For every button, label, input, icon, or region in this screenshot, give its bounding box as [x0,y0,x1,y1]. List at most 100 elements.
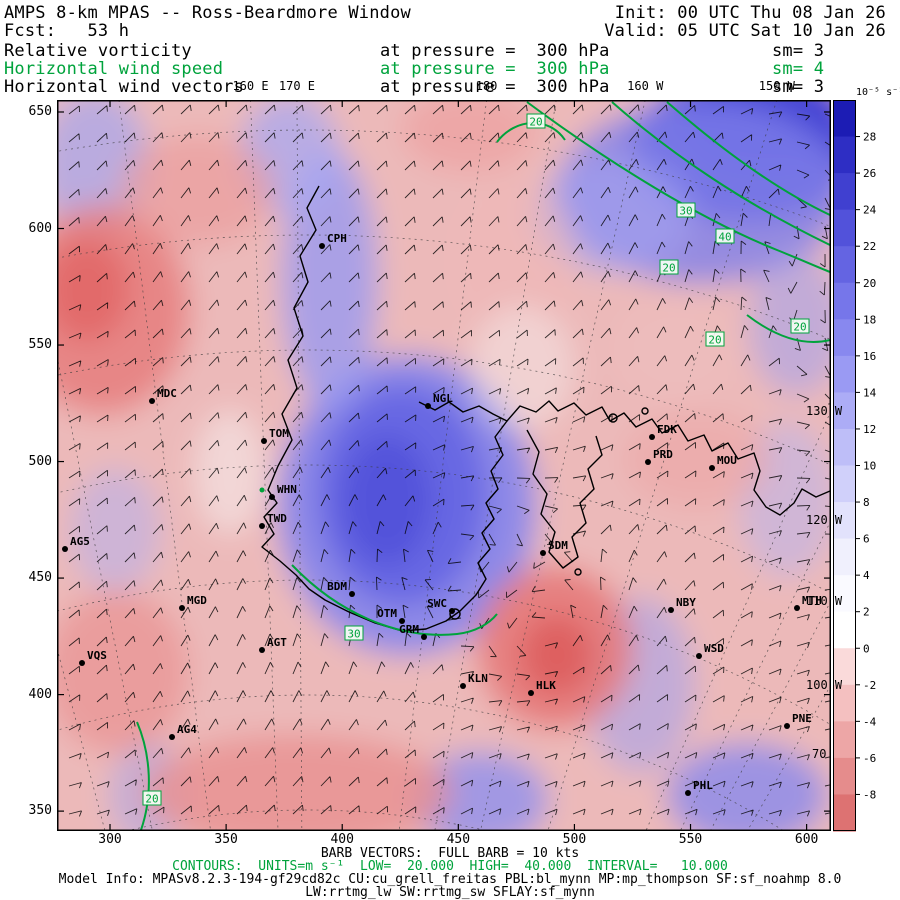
station-marker: NGL [425,392,453,409]
station-marker: VQS [79,649,107,666]
contour-legend: CONTOURS: UNITS=m s⁻¹ LOW= 20.000 HIGH= … [172,859,728,874]
svg-text:GRM: GRM [399,623,419,636]
svg-text:20: 20 [662,262,675,275]
y-axis-tick-label: 450 [28,570,52,586]
contour-label: 30 [344,625,364,641]
colorbar-tick-label: 18 [863,313,876,326]
svg-text:NBY: NBY [676,596,696,609]
svg-text:20: 20 [529,116,542,129]
contour-label: 20 [790,318,810,334]
coastline [261,185,831,632]
wind-barbs [68,104,831,817]
x-axis-tick-label: 500 [562,832,587,847]
colorbar-tick-label: 10 [863,460,876,473]
forecast-hour: Fcst: 53 h [4,21,130,41]
station-marker: TOM [261,427,289,444]
colorbar-tick-label: 28 [863,131,876,144]
svg-text:WSD: WSD [704,642,724,655]
svg-text:30: 30 [679,205,692,218]
x-axis-tick-label: 450 [446,832,471,847]
contour-label: 40 [715,228,735,244]
field-2-name: Horizontal wind speed [4,59,224,79]
station-marker: PNE [784,712,812,729]
meridian-label-top: 170 E [278,79,315,93]
svg-text:WHN: WHN [277,483,297,496]
station-marker: SDM [540,539,568,556]
colorbar-tick-label: 24 [863,204,877,217]
vorticity-shading [57,100,831,831]
colorbar-tick-label: 20 [863,277,876,290]
station-marker: PHL [685,779,713,796]
colorbar-tick-label: 16 [863,350,876,363]
field-2-smooth: sm= 4 [772,59,825,79]
field-1-smooth: sm= 3 [772,41,825,61]
field-3-smooth: sm= 3 [772,77,825,97]
contour-label: 20 [526,113,546,129]
y-axis-tick-label: 350 [28,803,52,819]
svg-text:30: 30 [347,628,360,641]
station-marker: MDC [149,387,177,404]
station-marker: NBY [668,596,696,613]
field-1-name: Relative vorticity [4,41,192,61]
station-marker: AG5 [62,535,90,552]
colorbar-tick-label: 4 [863,569,870,582]
station-marker: CPH [319,232,347,249]
x-axis-tick-label: 350 [214,832,238,847]
y-axis-tick-label: 650 [28,103,52,119]
wind-speed-contours [136,101,831,831]
svg-text:20: 20 [793,321,806,334]
station-marker: MGD [179,594,207,611]
station-marker: KLN [460,672,488,689]
barb-legend: BARB VECTORS: FULL BARB = 10 kts [320,846,580,861]
svg-text:PHL: PHL [693,779,713,792]
svg-text:MOU: MOU [717,454,737,467]
station-marker: WSD [696,642,724,659]
svg-text:KLN: KLN [468,672,488,685]
colorbar-tick-label: 22 [863,240,876,253]
field-3-level: at pressure = 300 hPa [380,77,610,97]
x-axis-tick-label: 300 [98,832,122,847]
y-axis-tick-label: 600 [28,220,52,236]
svg-text:TWD: TWD [267,512,287,525]
svg-text:MDC: MDC [157,387,177,400]
model-info-2: LW:rrtmg_lw SW:rrtmg_sw SFLAY:sf_mynn [305,885,595,900]
svg-text:BDM: BDM [327,580,347,593]
colorbar-segments [833,100,856,832]
contour-label: 20 [142,790,162,806]
colorbar-tick-label: 0 [863,642,870,655]
colorbar-tick-label: 2 [863,606,870,619]
station-marker: BDM [327,580,355,597]
svg-text:AG4: AG4 [177,723,197,736]
colorbar-tick-label: 26 [863,167,876,180]
meridian-label-top: 160 W [627,79,664,93]
station-marker: WHN [269,483,297,500]
map-plot: 20 30 40 20 20 20 30 20 CPH MDC TOM NGL FDK PRD MOU WHN… [57,100,831,831]
init-time: Init: 00 UTC Thu 08 Jan 26 [614,3,886,23]
colorbar-tick-label: 8 [863,496,870,509]
y-axis-tick-label: 500 [28,453,52,469]
station-marker: OTM [377,607,405,624]
station-marker: TWD [259,512,287,529]
station-marker: HLK [528,679,556,696]
colorbar-tick-label: -8 [863,788,876,801]
svg-text:PRD: PRD [653,448,673,461]
svg-text:VQS: VQS [87,649,107,662]
station-marker: MOU [709,454,737,471]
station-marker: GRM [399,623,427,640]
svg-text:AGT: AGT [267,636,287,649]
product-title: AMPS 8-km MPAS -- Ross-Beardmore Window [4,3,411,23]
contour-label: 20 [705,331,725,347]
x-axis-tick-label: 550 [678,832,703,847]
svg-text:20: 20 [145,793,158,806]
colorbar-tick-label: -4 [863,715,877,728]
svg-text:SWC: SWC [427,597,447,610]
svg-text:SDM: SDM [548,539,568,552]
svg-text:OTM: OTM [377,607,397,620]
svg-text:PNE: PNE [792,712,812,725]
svg-text:MTH: MTH [802,594,822,607]
svg-text:20: 20 [708,334,721,347]
field-1-level: at pressure = 300 hPa [380,41,610,61]
svg-text:TOM: TOM [269,427,289,440]
svg-text:MGD: MGD [187,594,207,607]
